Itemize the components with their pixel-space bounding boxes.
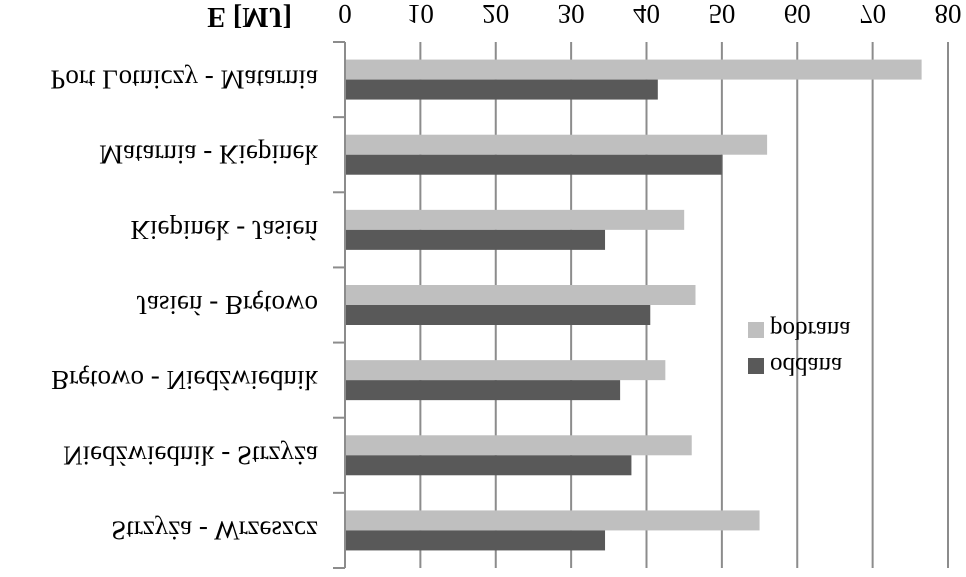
legend-label-oddana: oddana	[770, 352, 842, 379]
category-label-1: Matarnia - Kiepinek	[99, 140, 318, 170]
x-tick-label-60: 60	[784, 0, 811, 29]
bar-oddana-4	[345, 380, 621, 401]
x-tick-label-80: 80	[935, 0, 962, 29]
bar-pobrana-4	[345, 360, 666, 381]
bar-pobrana-6	[345, 510, 760, 531]
x-tick-label-10: 10	[407, 0, 434, 29]
bar-pobrana-3	[345, 285, 696, 305]
bar-pobrana-2	[345, 209, 685, 230]
x-tick-label-50: 50	[708, 0, 735, 29]
bar-pobrana-1	[345, 134, 768, 155]
x-tick-label-20: 20	[482, 0, 509, 29]
category-label-6: Strzyża - Wrzeszcz	[111, 515, 318, 545]
category-label-4: Brętowo - Niedźwiednik	[51, 365, 318, 395]
axis-layer	[333, 41, 346, 569]
x-tick-label-0: 0	[338, 0, 352, 29]
bar-oddana-5	[345, 455, 632, 476]
legend: pobrana oddana	[748, 316, 851, 379]
bar-oddana-3	[345, 305, 651, 325]
bar-oddana-0	[345, 79, 658, 100]
x-axis-title: E [MJ]	[207, 1, 292, 32]
category-label-3: Jasień - Brętowo	[137, 290, 318, 320]
bar-oddana-1	[345, 154, 722, 175]
category-label-2: Kiepinek - Jasień	[131, 215, 319, 245]
bar-pobrana-0	[345, 59, 922, 80]
legend-label-pobrana: pobrana	[770, 316, 851, 343]
bar-oddana-6	[345, 530, 606, 551]
label-layer: 0 10 20 30 40 50 60 70 80 Port Lotniczy - Matarni…	[50, 0, 961, 545]
legend-swatch-pobrana	[748, 322, 764, 338]
legend-swatch-oddana	[748, 358, 764, 374]
category-label-5: Niedźwiednik - Strzyża	[63, 440, 318, 470]
bar-oddana-2	[345, 229, 606, 250]
bar-layer	[345, 59, 922, 551]
category-label-0: Port Lotniczy - Matarnia	[50, 65, 318, 95]
x-tick-label-40: 40	[633, 0, 660, 29]
x-tick-label-70: 70	[859, 0, 886, 29]
x-tick-label-30: 30	[558, 0, 585, 29]
bar-pobrana-5	[345, 435, 692, 456]
